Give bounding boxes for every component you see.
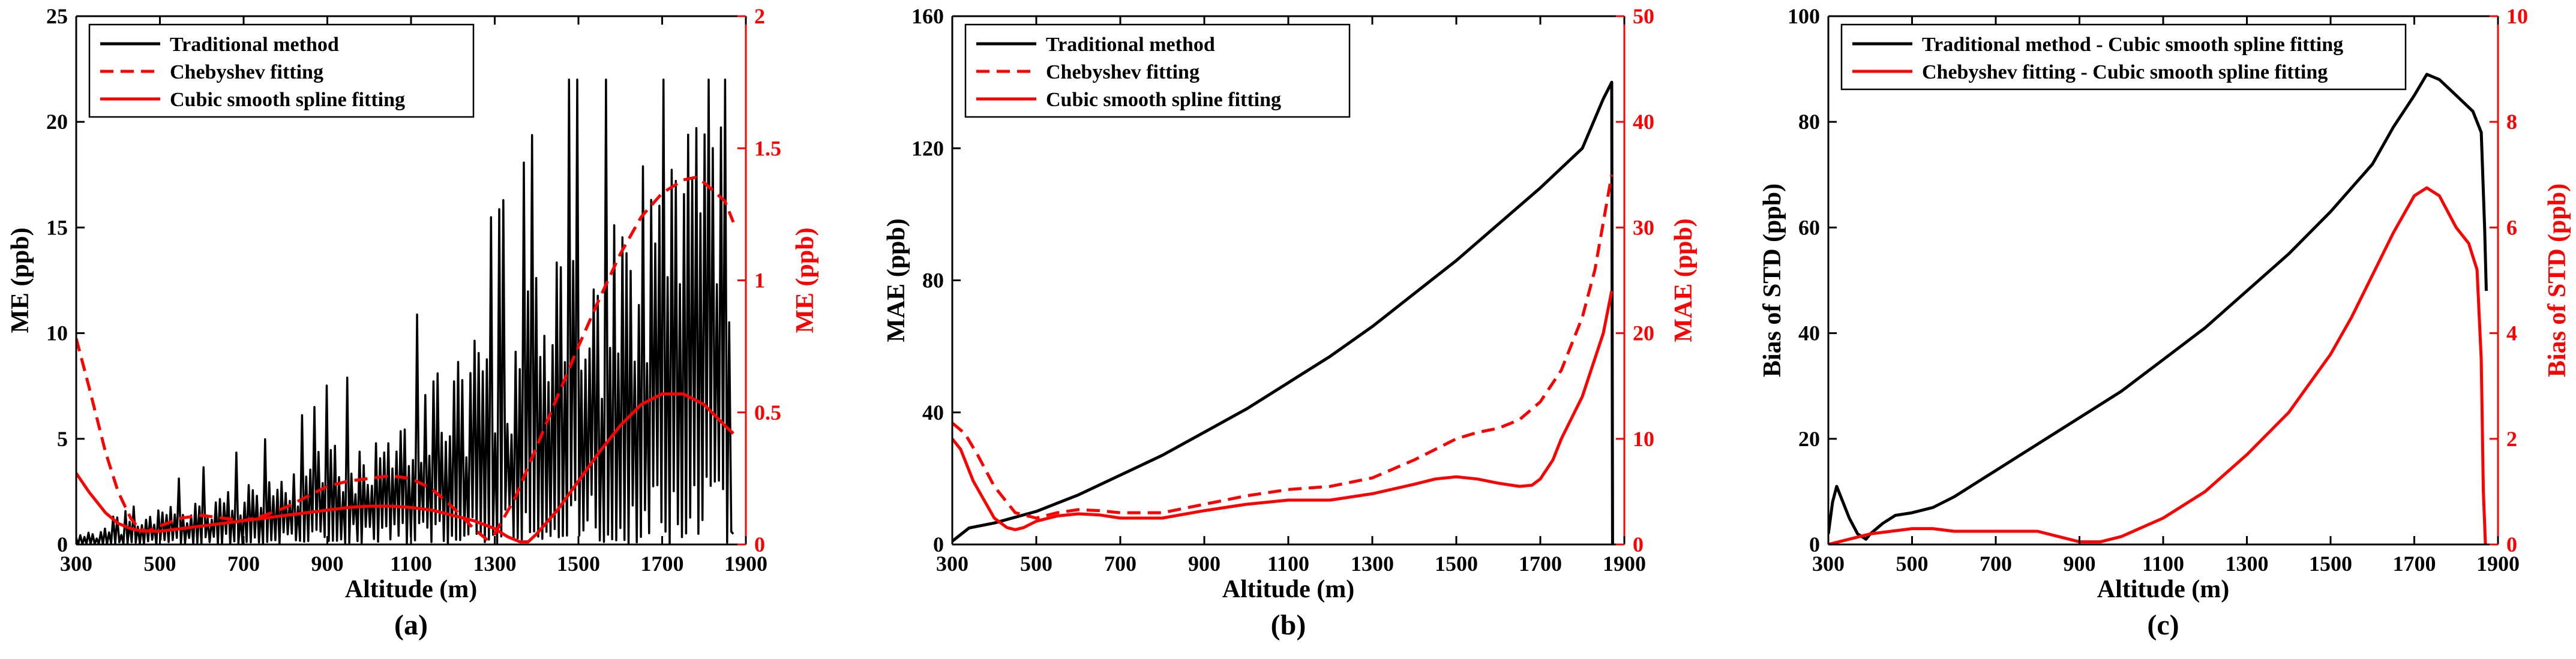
x-tick-label: 1100 [2142, 552, 2184, 576]
legend: Traditional method Chebyshev fitting Cubic… [88, 23, 475, 118]
x-tick-label: 1900 [724, 552, 767, 576]
x-tick-label: 1900 [2476, 552, 2520, 576]
y-tick-label-left: 100 [1788, 4, 1820, 28]
y-tick-label-right: 50 [1633, 4, 1654, 28]
x-tick-label: 300 [936, 552, 968, 576]
x-tick-label: 1100 [1267, 552, 1309, 576]
series-line-a-2 [76, 392, 734, 544]
legend-label: Traditional method [170, 34, 339, 56]
x-tick-label: 1700 [1519, 552, 1562, 576]
plot-area-c [1828, 73, 2488, 544]
legend-label: Chebyshev fitting [1046, 61, 1199, 83]
y-tick-label-left: 160 [911, 4, 944, 28]
y-tick-label-left: 0 [57, 532, 68, 556]
panel-c: 300 500 700 900 1100 1300 1500 1700 190002040608… [1759, 4, 2571, 641]
y-tick-label-right: 20 [1633, 321, 1654, 345]
y-tick-label-left: 5 [57, 427, 68, 451]
series-line-c-0 [1828, 73, 2488, 541]
y-tick-label-right: 40 [1633, 110, 1654, 134]
x-tick-label: 700 [227, 552, 260, 576]
x-axis-label: Altitude (m) [1222, 576, 1354, 603]
x-tick-label: 300 [1812, 552, 1845, 576]
x-tick-label: 900 [2064, 552, 2096, 576]
x-tick-label: 500 [1896, 552, 1929, 576]
y-tick-label-right: 6 [2506, 215, 2517, 239]
panel-label: (b) [1271, 609, 1306, 641]
y-tick-label-right: 0 [754, 532, 765, 556]
x-tick-label: 500 [144, 552, 176, 576]
x-tick-label: 900 [1188, 552, 1220, 576]
y-tick-label-left: 0 [933, 532, 944, 556]
legend-label: Cubic smooth spline fitting [170, 89, 405, 111]
panel-b: 300 500 700 900 1100 1300 1500 1700 190004080120… [883, 4, 1698, 641]
panel-label: (c) [2147, 609, 2179, 641]
y-tick-label-left: 40 [922, 401, 944, 425]
series-line-a-0 [76, 78, 734, 544]
y-axis-label-right: Bias of STD (ppb) [2544, 183, 2571, 377]
y-tick-label-right: 30 [1633, 215, 1654, 239]
x-tick-label: 1300 [473, 552, 517, 576]
legend-label: Traditional method [1046, 34, 1215, 56]
y-tick-label-left: 80 [922, 269, 944, 293]
y-tick-label-left: 10 [46, 321, 68, 345]
y-tick-label-left: 60 [1798, 215, 1820, 239]
y-tick-label-left: 20 [46, 110, 68, 134]
x-tick-label: 700 [1104, 552, 1136, 576]
legend-label: Chebyshev fitting [170, 61, 323, 83]
y-tick-label-right: 0 [2506, 532, 2517, 556]
y-tick-label-right: 2 [2506, 427, 2517, 451]
y-tick-label-right: 10 [2506, 4, 2528, 28]
y-tick-label-left: 80 [1798, 110, 1820, 134]
x-tick-label: 500 [1020, 552, 1052, 576]
y-tick-label-left: 0 [1809, 532, 1820, 556]
y-axis-label-left: Bias of STD (ppb) [1759, 183, 1786, 377]
plot-area-b [952, 80, 1614, 544]
legend-label: Cubic smooth spline fitting [1046, 89, 1281, 111]
y-tick-label-left: 25 [46, 4, 68, 28]
series-line-b-2 [952, 290, 1614, 531]
y-tick-label-left: 15 [46, 215, 68, 239]
x-tick-label: 1700 [641, 552, 684, 576]
y-tick-label-right: 0 [1633, 532, 1644, 556]
x-tick-label: 1900 [1603, 552, 1646, 576]
x-tick-label: 1300 [1351, 552, 1394, 576]
y-tick-label-right: 8 [2506, 110, 2517, 134]
legend-label: Chebyshev fitting - Cubic smooth spline … [1922, 61, 2328, 83]
x-tick-label: 900 [311, 552, 344, 576]
series-line-b-1 [952, 174, 1614, 520]
x-axis-label: Altitude (m) [345, 576, 477, 603]
x-tick-label: 700 [1980, 552, 2012, 576]
panel-label: (a) [394, 609, 428, 641]
series-line-c-1 [1828, 186, 2487, 544]
y-tick-label-right: 1 [754, 269, 765, 293]
y-axis-label-left: MAE (ppb) [883, 218, 910, 342]
legend: Traditional method - Cubic smooth spline… [1840, 23, 2407, 91]
x-tick-label: 1500 [1435, 552, 1478, 576]
y-tick-label-right: 1.5 [754, 136, 781, 160]
y-axis-label-right: MAE (ppb) [1670, 218, 1698, 342]
y-tick-label-right: 0.5 [754, 401, 781, 425]
x-tick-label: 1700 [2393, 552, 2436, 576]
x-tick-label: 1500 [2309, 552, 2352, 576]
y-tick-label-left: 120 [911, 136, 944, 160]
series-line-b-0 [952, 80, 1614, 544]
y-tick-label-right: 4 [2506, 321, 2517, 345]
y-tick-label-right: 10 [1633, 427, 1654, 451]
x-tick-label: 1100 [390, 552, 432, 576]
y-axis-label-right: ME (ppb) [791, 227, 819, 333]
x-tick-label: 1300 [2226, 552, 2269, 576]
x-axis-label: Altitude (m) [2097, 576, 2229, 603]
panel-a: 300 500 700 900 1100 1300 1500 1700 190005101520… [7, 4, 819, 641]
y-axis-label-left: ME (ppb) [7, 227, 34, 333]
legend-label: Traditional method - Cubic smooth spline… [1922, 34, 2343, 56]
legend-box [1840, 23, 2407, 91]
x-tick-label: 1500 [557, 552, 600, 576]
plot-area-a [76, 78, 735, 544]
x-tick-label: 300 [60, 552, 92, 576]
y-tick-label-right: 2 [754, 4, 765, 28]
y-tick-label-left: 20 [1798, 427, 1820, 451]
legend: Traditional method Chebyshev fitting Cubic… [964, 23, 1351, 118]
y-tick-label-left: 40 [1798, 321, 1820, 345]
